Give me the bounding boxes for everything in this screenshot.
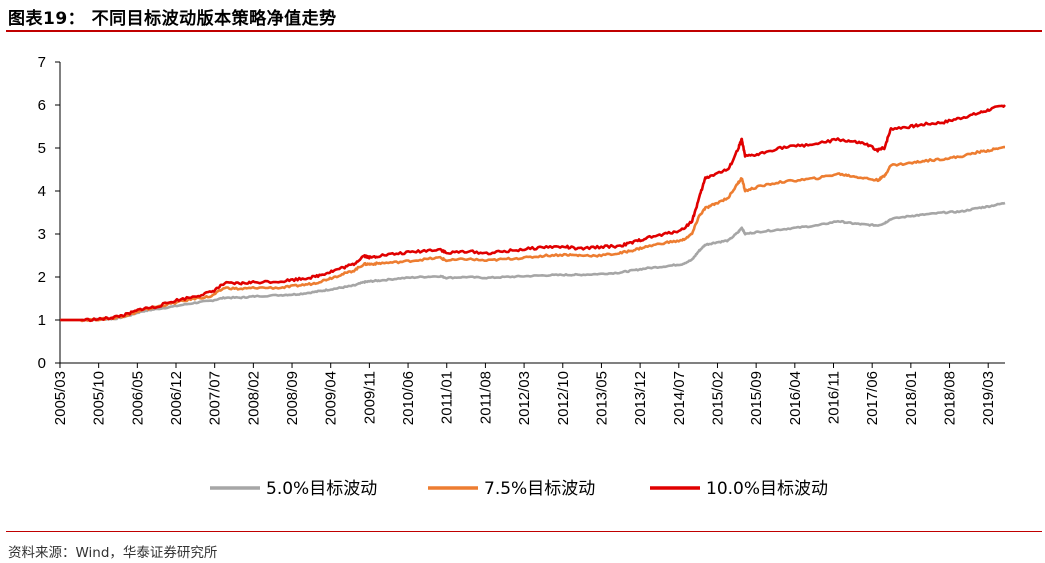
y-tick-label: 6 bbox=[38, 97, 46, 114]
x-tick-label: 2008/02 bbox=[245, 371, 262, 425]
title-divider bbox=[6, 30, 1042, 32]
x-tick-label: 2019/03 bbox=[980, 371, 997, 425]
x-tick-label: 2018/08 bbox=[942, 371, 959, 425]
x-tick-label: 2009/11 bbox=[361, 371, 378, 424]
chart-legend: 5.0%目标波动 7.5%目标波动 10.0%目标波动 bbox=[210, 479, 828, 499]
x-tick-label: 2012/03 bbox=[516, 371, 533, 425]
x-tick-label: 2012/10 bbox=[555, 371, 572, 425]
x-tick-label: 2006/05 bbox=[129, 371, 146, 425]
legend-label: 5.0%目标波动 bbox=[266, 479, 377, 499]
series-line bbox=[60, 201, 1006, 322]
x-tick-label: 2006/12 bbox=[168, 371, 185, 425]
x-tick-label: 2014/07 bbox=[671, 371, 688, 425]
chart-title: 图表19： 不同目标波动版本策略净值走势 bbox=[8, 9, 337, 29]
series-line bbox=[60, 145, 1005, 323]
legend-label: 7.5%目标波动 bbox=[484, 479, 595, 499]
y-tick-label: 4 bbox=[38, 183, 46, 200]
legend-label: 10.0%目标波动 bbox=[706, 479, 828, 499]
x-tick-label: 2011/01 bbox=[439, 371, 456, 424]
x-tick-label: 2010/06 bbox=[400, 371, 417, 425]
y-tick-label: 5 bbox=[38, 140, 46, 157]
x-tick-label: 2016/11 bbox=[825, 371, 842, 424]
footer-divider bbox=[6, 531, 1042, 532]
source-note: 资料来源：Wind，华泰证券研究所 bbox=[8, 545, 218, 561]
y-axis-ticks: 0 1 2 3 4 5 6 7 bbox=[38, 54, 60, 372]
x-tick-label: 2009/04 bbox=[323, 371, 340, 425]
y-tick-label: 0 bbox=[38, 355, 46, 372]
y-tick-label: 3 bbox=[38, 226, 46, 243]
x-tick-label: 2016/04 bbox=[787, 371, 804, 425]
x-tick-label: 2017/06 bbox=[864, 371, 881, 425]
x-tick-label: 2011/08 bbox=[477, 371, 494, 424]
y-tick-label: 7 bbox=[38, 54, 46, 71]
x-tick-label: 2013/05 bbox=[593, 371, 610, 425]
x-tick-label: 2005/10 bbox=[91, 371, 108, 425]
x-tick-label: 2008/09 bbox=[284, 371, 301, 425]
x-tick-label: 2005/03 bbox=[52, 371, 69, 425]
series-line bbox=[60, 104, 1006, 323]
x-tick-label: 2007/07 bbox=[207, 371, 224, 425]
x-axis-ticks: 2005/03 2005/10 2006/05 2006/12 2007/07 2008/… bbox=[52, 363, 997, 425]
series-lines bbox=[60, 104, 1006, 323]
y-tick-label: 2 bbox=[38, 269, 46, 286]
x-tick-label: 2015/02 bbox=[709, 371, 726, 425]
x-tick-label: 2013/12 bbox=[632, 371, 649, 425]
x-tick-label: 2015/09 bbox=[748, 371, 765, 425]
chart-axes bbox=[59, 62, 1005, 364]
y-tick-label: 1 bbox=[38, 312, 46, 329]
x-tick-label: 2018/01 bbox=[903, 371, 920, 425]
